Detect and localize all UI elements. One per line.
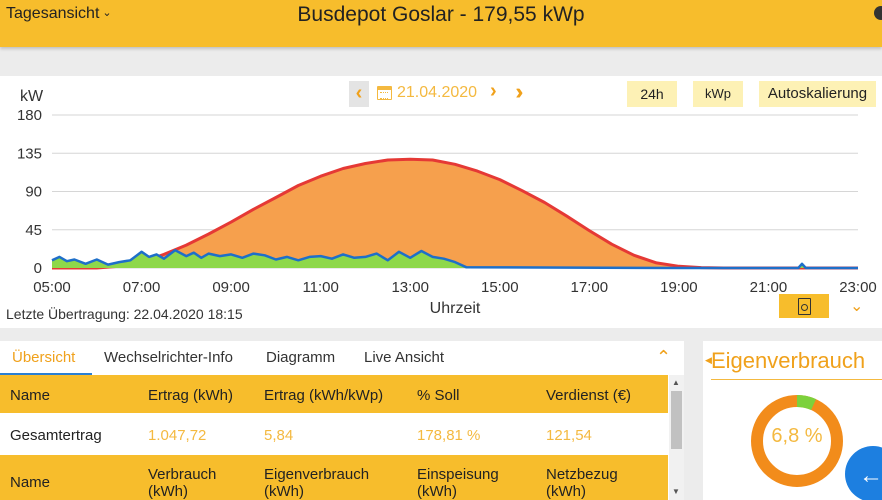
row-target: 178,81 % (417, 427, 481, 444)
row-yield-kwp: 5,84 (264, 427, 294, 444)
toggle-24h-button[interactable]: 24h (627, 81, 677, 107)
x-tick-label: 07:00 (123, 279, 161, 296)
donut-self-segment (751, 395, 843, 487)
view-dropdown-label: Tagesansicht (6, 5, 100, 22)
page-title: Busdepot Goslar - 179,55 kWp (297, 3, 585, 26)
x-tick-label: 13:00 (391, 279, 429, 296)
col-header-yield: Ertrag (kWh) (148, 387, 234, 404)
scroll-up-icon[interactable]: ▲ (672, 378, 680, 387)
tab-diagram[interactable]: Diagramm (266, 349, 336, 366)
y-tick-label: 45 (25, 222, 42, 239)
back-button[interactable]: ← (845, 446, 882, 500)
menu-icon[interactable] (874, 6, 882, 20)
y-tick-label: 90 (25, 184, 42, 201)
export-csv-button[interactable] (779, 294, 829, 318)
title-underline (711, 379, 882, 380)
chevron-up-icon[interactable]: ⌃ (656, 347, 672, 367)
x-axis-label: Uhrzeit (430, 300, 481, 317)
next-day-button[interactable]: › (490, 80, 497, 102)
tab-live-view[interactable]: Live Ansicht (364, 349, 445, 366)
col-header-yield-kwp: Ertrag (kWh/kWp) (264, 387, 384, 404)
calendar-icon[interactable] (377, 86, 392, 100)
series-area-1 (52, 159, 858, 268)
x-tick-label: 23:00 (839, 279, 877, 296)
y-axis-label: kW (20, 88, 44, 105)
col-header-grid-purchase: Netzbezug (kWh) (546, 466, 618, 500)
yield-chart: 0 45 90 135 180 05:00 07:00 09:00 11:00 13:00 15:0… (17, 88, 877, 317)
table-row: Gesamtertrag 1.047,72 5,84 178,81 % 121,… (0, 413, 668, 455)
series-line-2 (51, 248, 858, 270)
self-consumption-title: Eigenverbrauch (711, 348, 866, 373)
toggle-kwp-button[interactable]: kWp (693, 81, 743, 107)
x-tick-label: 11:00 (302, 279, 338, 296)
last-upload-text: Letzte Übertragung: 22.04.2020 18:15 (6, 306, 243, 322)
col-header-self-consumption: Eigenverbrauch (kWh) (264, 466, 370, 500)
x-tick-label: 09:00 (212, 279, 250, 296)
self-consumption-value: 6,8 % (771, 425, 823, 447)
active-tab-indicator (0, 373, 92, 375)
col-header-earnings: Verdienst (€) (546, 387, 632, 404)
col-header-feed-in: Einspeisung (kWh) (417, 466, 499, 500)
scroll-down-icon[interactable]: ▼ (672, 487, 680, 496)
collapse-chevron-icon[interactable]: ⌄ (850, 298, 864, 315)
caret-left-icon: ◀ (705, 355, 712, 365)
row-name: Gesamtertrag (10, 427, 102, 444)
date-picker[interactable]: 21.04.2020 (397, 84, 478, 101)
row-earnings: 121,54 (546, 427, 592, 444)
y-tick-label: 180 (17, 107, 42, 124)
tab-bar: Übersicht Wechselrichter-Info Diagramm L… (0, 341, 684, 375)
prev-day-button[interactable]: ‹ (349, 81, 369, 107)
view-dropdown[interactable]: Tagesansicht ⌄ (6, 5, 112, 23)
x-tick-label: 19:00 (660, 279, 698, 296)
y-tick-label: 0 (34, 260, 42, 277)
overview-card: Übersicht Wechselrichter-Info Diagramm L… (0, 341, 684, 500)
col-header-name: Name (10, 387, 51, 404)
tab-overview[interactable]: Übersicht (12, 349, 76, 366)
x-tick-label: 21:00 (750, 279, 788, 296)
col-header-consumption: Verbrauch (kWh) (148, 466, 217, 500)
x-tick-label: 05:00 (33, 279, 71, 296)
row-yield: 1.047,72 (148, 427, 207, 444)
col-header-name: Name (10, 474, 51, 491)
self-consumption-donut (751, 395, 843, 487)
table-header-row: Name Ertrag (kWh) Ertrag (kWh/kWp) % Sol… (0, 375, 668, 413)
header-bar: Tagesansicht ⌄ Busdepot Goslar - 179,55 k… (0, 0, 882, 47)
chart-card: ‹ 21.04.2020 › ›› 24h kWp Autoskalierung… (0, 76, 882, 328)
x-tick-label: 17:00 (571, 279, 609, 296)
y-tick-label: 135 (17, 145, 42, 162)
col-header-target: % Soll (417, 387, 460, 404)
arrow-left-icon: ← (859, 462, 882, 489)
autoscale-button[interactable]: Autoskalierung (759, 81, 876, 107)
tab-inverter-info[interactable]: Wechselrichter-Info (104, 349, 233, 366)
table-header-row: Name Verbrauch (kWh) Eigenverbrauch (kWh… (0, 455, 668, 500)
chevron-down-icon: ⌄ (102, 7, 112, 19)
x-tick-label: 15:00 (481, 279, 519, 296)
scrollbar-thumb[interactable] (671, 391, 682, 449)
